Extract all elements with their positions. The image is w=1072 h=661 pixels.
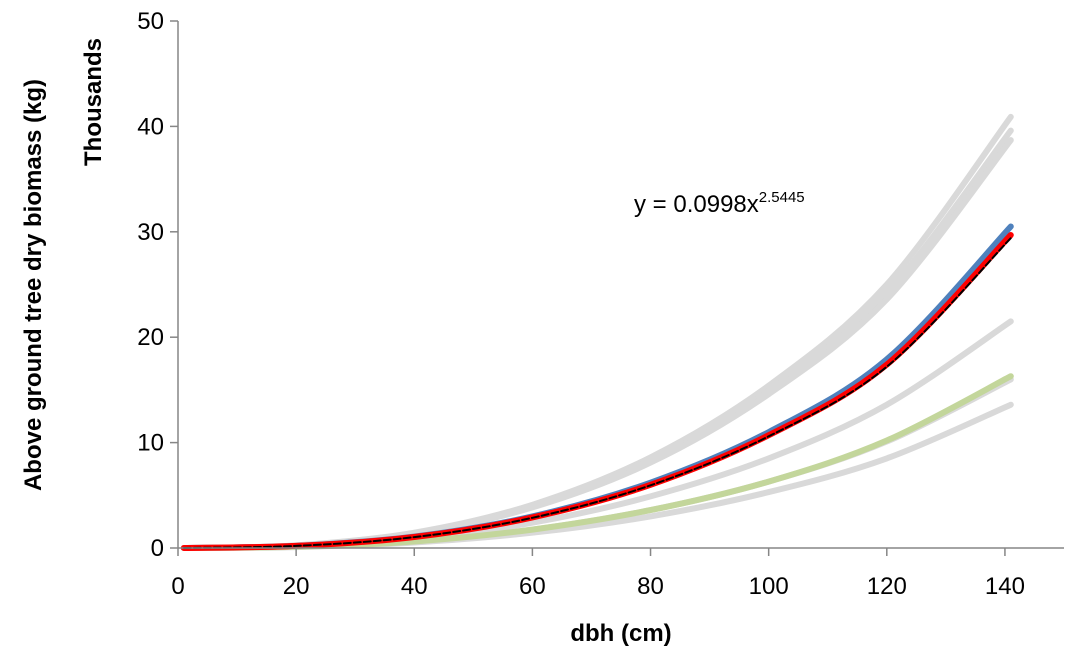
y-tick-label: 40 bbox=[137, 113, 164, 140]
x-tick-label: 20 bbox=[283, 573, 310, 600]
ticks-layer: 0 10 20 30 40 50 0 20 40 60 80 100 120 140 bbox=[137, 8, 1025, 600]
y-axis-title: Above ground tree dry biomass (kg) bbox=[20, 79, 47, 491]
series-line-6 bbox=[180, 401, 1014, 551]
y-tick-label: 50 bbox=[137, 8, 164, 35]
axes-layer bbox=[177, 21, 1064, 549]
x-tick-label: 80 bbox=[637, 573, 664, 600]
y-axis-units-label: Thousands bbox=[80, 38, 107, 166]
x-tick-label: 140 bbox=[985, 573, 1025, 600]
y-tick-label: 0 bbox=[151, 535, 164, 562]
x-tick-label: 100 bbox=[749, 573, 789, 600]
y-tick-label: 20 bbox=[137, 324, 164, 351]
trendline-equation: y = 0.0998x2.5445 bbox=[634, 189, 805, 218]
x-tick-label: 60 bbox=[519, 573, 546, 600]
series-layer bbox=[180, 113, 1014, 551]
equation-base: y = 0.0998x bbox=[634, 191, 759, 218]
series-line-3 bbox=[180, 137, 1014, 551]
y-tick-label: 30 bbox=[137, 219, 164, 246]
equation-exponent: 2.5445 bbox=[759, 189, 805, 206]
x-axis-title: dbh (cm) bbox=[570, 620, 671, 647]
x-tick-label: 40 bbox=[401, 573, 428, 600]
series-line-10 bbox=[182, 237, 1012, 549]
x-tick-label: 120 bbox=[867, 573, 907, 600]
x-tick-label: 0 bbox=[171, 573, 184, 600]
y-tick-label: 10 bbox=[137, 430, 164, 457]
